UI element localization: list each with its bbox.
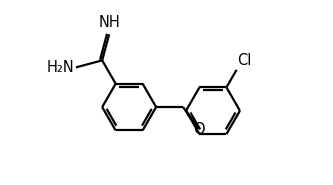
Text: NH: NH: [99, 15, 121, 30]
Text: O: O: [193, 122, 204, 137]
Text: H₂N: H₂N: [47, 60, 75, 75]
Text: Cl: Cl: [237, 53, 252, 68]
